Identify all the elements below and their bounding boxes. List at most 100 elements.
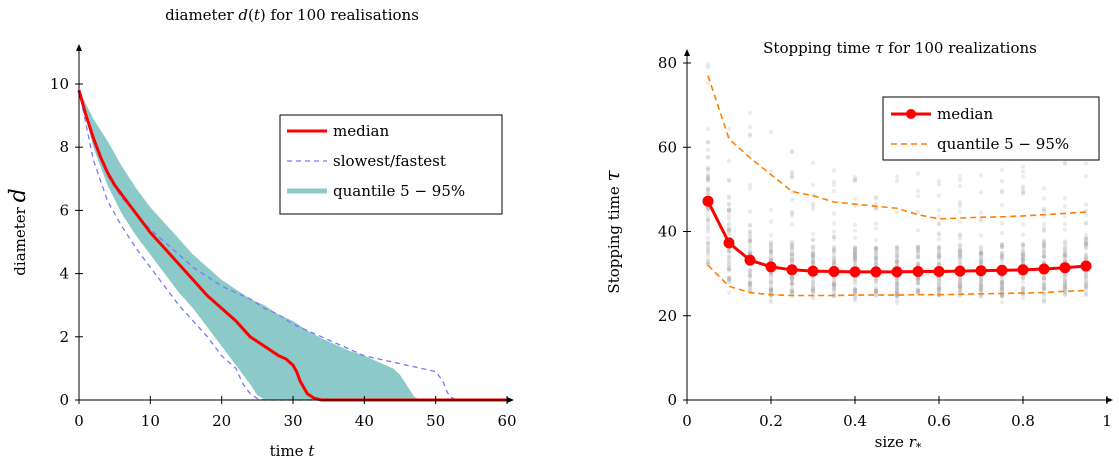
scatter-point <box>768 256 774 262</box>
scatter-point <box>915 261 921 266</box>
scatter-point <box>705 209 711 214</box>
median-marker <box>1017 264 1029 276</box>
scatter-point <box>747 267 753 272</box>
scatter-point <box>789 211 795 216</box>
scatter-point <box>873 237 879 243</box>
y-axis-right-arrow <box>684 49 690 56</box>
scatter-point <box>936 288 942 293</box>
scatter-point <box>747 250 753 256</box>
scatter-point <box>957 286 963 291</box>
scatter-point <box>810 288 816 293</box>
scatter-point <box>747 150 753 155</box>
scatter-point <box>747 209 753 214</box>
scatter-point <box>894 259 900 264</box>
scatter-point <box>726 267 732 272</box>
scatter-point <box>999 244 1005 250</box>
scatter-point <box>978 246 984 251</box>
scatter-point <box>1062 273 1068 278</box>
scatter-point <box>747 273 753 278</box>
scatter-point <box>747 222 753 227</box>
scatter-point <box>873 256 879 261</box>
scatter-point <box>1083 245 1089 250</box>
scatter-point <box>705 240 711 245</box>
scatter-point <box>1041 238 1047 243</box>
scatter-point <box>1020 251 1026 256</box>
scatter-point <box>747 281 753 286</box>
scatter-point <box>810 279 816 284</box>
scatter-point <box>915 210 921 215</box>
scatter-point <box>936 284 942 289</box>
scatter-point <box>852 298 858 303</box>
scatter-point <box>705 147 711 153</box>
scatter-point <box>831 255 837 261</box>
scatter-point <box>747 280 753 286</box>
scatter-point <box>894 259 900 264</box>
scatter-point <box>873 288 879 293</box>
scatter-point <box>1062 242 1068 248</box>
scatter-point <box>936 252 942 257</box>
scatter-point <box>747 271 753 277</box>
scatter-point <box>1083 270 1089 275</box>
scatter-point <box>1020 243 1026 248</box>
scatter-point <box>936 214 942 219</box>
scatter-point <box>936 244 942 249</box>
scatter-point <box>705 213 711 219</box>
scatter-point <box>768 255 774 261</box>
scatter-point <box>978 257 984 263</box>
scatter-point <box>789 255 795 260</box>
scatter-point <box>852 259 858 265</box>
scatter-point <box>873 201 879 207</box>
scatter-point <box>705 235 711 241</box>
scatter-point <box>810 257 816 262</box>
scatter-point <box>789 174 795 180</box>
scatter-point <box>789 253 795 259</box>
scatter-point <box>810 160 816 166</box>
scatter-point <box>852 279 858 285</box>
scatter-point <box>978 233 984 238</box>
scatter-point <box>1020 174 1026 179</box>
scatter-point <box>999 287 1005 293</box>
scatter-point <box>705 191 711 197</box>
scatter-point <box>999 280 1005 285</box>
scatter-point <box>957 286 963 291</box>
chart-left-title-t: t <box>254 6 261 24</box>
scatter-point <box>894 292 900 298</box>
scatter-point <box>894 291 900 296</box>
scatter-point <box>810 289 816 294</box>
scatter-point <box>768 207 774 212</box>
scatter-point <box>894 289 900 294</box>
scatter-point <box>705 217 711 222</box>
scatter-point <box>957 249 963 254</box>
scatter-point <box>726 248 732 254</box>
scatter-point <box>1020 189 1026 195</box>
scatter-point <box>957 242 963 247</box>
scatter-point <box>810 255 816 260</box>
scatter-point <box>957 280 963 285</box>
scatter-point <box>810 259 816 264</box>
scatter-point <box>831 282 837 288</box>
scatter-point <box>852 256 858 261</box>
median-marker <box>870 266 882 278</box>
scatter-point <box>873 245 879 250</box>
scatter-point <box>705 218 711 223</box>
scatter-point <box>1083 220 1089 226</box>
scatter-point <box>1083 279 1089 284</box>
scatter-point <box>894 297 900 303</box>
scatter-point <box>978 287 984 293</box>
scatter-point <box>915 255 921 260</box>
scatter-point <box>726 158 732 164</box>
scatter-point <box>1062 288 1068 294</box>
scatter-point <box>726 216 732 221</box>
scatter-point <box>726 228 732 233</box>
scatter-point <box>768 248 774 253</box>
scatter-point <box>852 287 858 292</box>
scatter-point <box>1020 222 1026 227</box>
scatter-point <box>705 246 711 251</box>
scatter-point <box>873 281 879 286</box>
xlabel-r: r <box>909 433 917 451</box>
scatter-point <box>768 279 774 284</box>
scatter-point <box>894 293 900 298</box>
scatter-point <box>852 178 858 184</box>
scatter-point <box>747 281 753 286</box>
scatter-point <box>873 254 879 260</box>
